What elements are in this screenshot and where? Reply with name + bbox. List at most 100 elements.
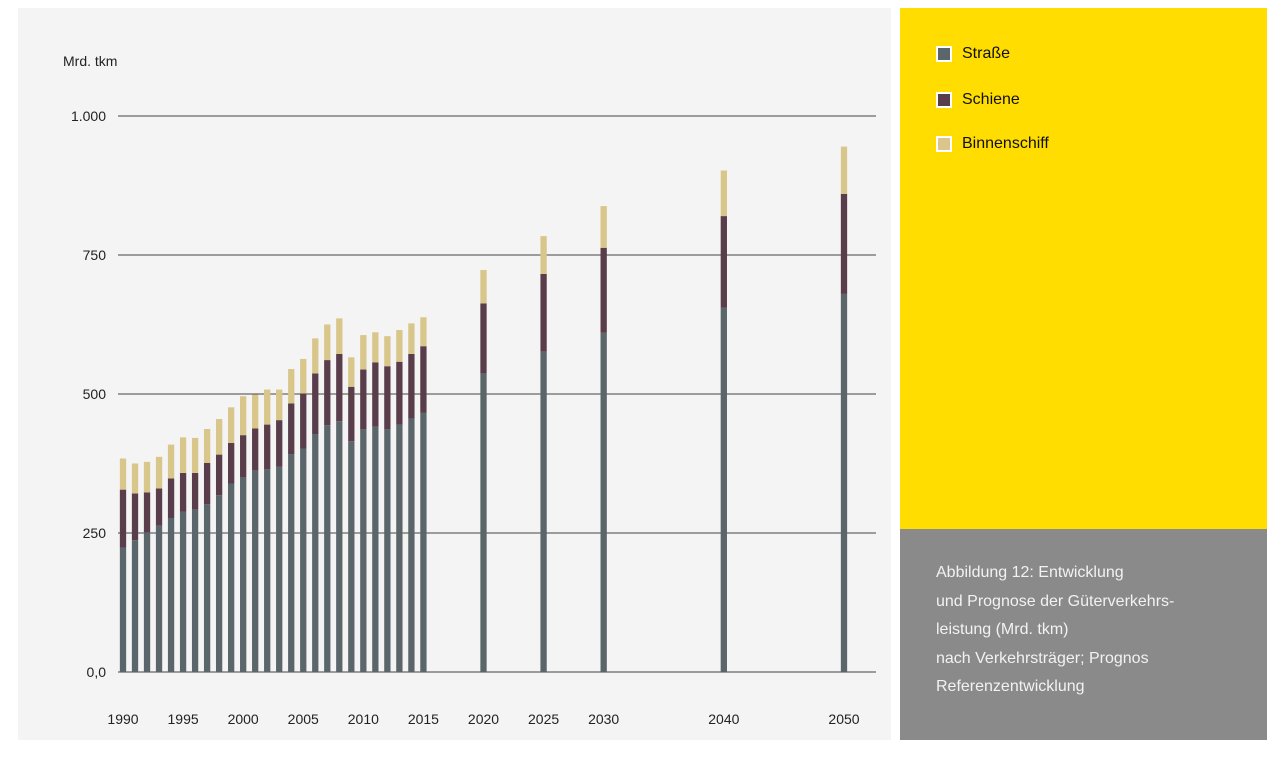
bar-segment: [215, 419, 223, 455]
bar-segment: [264, 469, 271, 672]
bar-segment: [480, 373, 487, 672]
legend-swatch-binnenschiff: [936, 136, 952, 152]
bar-stack-1991: [131, 463, 139, 672]
bar-stack-1998: [215, 419, 223, 672]
bar-segment: [240, 396, 247, 436]
bar-stack-2011: [372, 332, 379, 672]
bar-stack-2004: [288, 368, 295, 672]
bar-segment: [203, 429, 211, 463]
legend-panel: Straße Schiene Binnenschiff: [900, 8, 1267, 529]
bar-segment: [420, 412, 427, 672]
x-tick-label: 2030: [588, 711, 619, 727]
y-tick-label: 750: [83, 247, 107, 263]
bar-stack-2009: [348, 357, 355, 672]
bar-segment: [228, 483, 235, 672]
bar-stack-1999: [228, 407, 235, 672]
bar-segment: [155, 488, 163, 526]
bar-segment: [119, 458, 127, 490]
bar-segment: [131, 463, 139, 494]
bar-segment: [215, 454, 223, 496]
bar-segment: [396, 424, 403, 672]
bar-stack-2005: [300, 358, 307, 672]
bar-segment: [324, 324, 331, 361]
bar-stack-2012: [384, 336, 391, 672]
bar-stack-2002: [264, 389, 271, 672]
x-tick-label: 2050: [828, 711, 859, 727]
legend-item-binnenschiff: Binnenschiff: [936, 133, 1049, 155]
bar-segment: [540, 236, 547, 274]
bar-segment: [191, 437, 199, 473]
bar-stack-2015: [420, 317, 427, 672]
bar-segment: [348, 357, 355, 387]
caption-line: und Prognose der Güterverkehrs-: [936, 592, 1175, 610]
x-tick-labels: 1990 1995 2000 2005 2010 2015 2020 2025 2030 2040…: [107, 711, 859, 727]
legend-label-binnenschiff: Binnenschiff: [962, 135, 1049, 152]
bar-segment: [360, 369, 367, 430]
bar-stack-2014: [408, 323, 415, 672]
x-tick-label: 1995: [168, 711, 199, 727]
bar-segment: [840, 293, 848, 672]
bar-segment: [167, 444, 175, 479]
bar-stack-1997: [203, 429, 211, 672]
bar-segment: [300, 358, 307, 394]
chart-panel: Mrd. tkm 0,0 250 500 750 1.000 1990 1995 2000 2…: [18, 8, 891, 740]
bar-segment: [600, 332, 607, 672]
bar-segment: [203, 462, 211, 505]
bar-segment: [408, 353, 415, 419]
bar-segment: [288, 403, 295, 455]
bar-segment: [252, 470, 259, 672]
bar-segment: [119, 489, 127, 548]
bar-segment: [396, 330, 403, 362]
bar-stack-2001: [252, 394, 259, 672]
bar-stack-1993: [155, 456, 163, 672]
bar-segment: [300, 448, 307, 672]
bar-segment: [348, 441, 355, 672]
bar-segment: [324, 360, 331, 426]
bar-segment: [312, 338, 319, 374]
bar-segment: [167, 517, 175, 672]
bar-stack-2010: [360, 335, 367, 672]
bar-stack-2006: [312, 338, 319, 672]
bar-segment: [480, 303, 487, 374]
bar-segment: [179, 437, 187, 473]
bar-segment: [252, 428, 259, 471]
y-tick-labels: 0,0 250 500 750 1.000: [71, 108, 106, 680]
bar-segment: [167, 478, 175, 518]
bar-segment: [240, 477, 247, 672]
bar-segment: [372, 362, 379, 427]
bar-stack-2013: [396, 330, 403, 672]
legend-item-schiene: Schiene: [936, 89, 1020, 111]
bar-stack-2007: [324, 324, 331, 672]
bar-segment: [143, 532, 151, 672]
bar-segment: [155, 525, 163, 672]
bar-segment: [396, 361, 403, 425]
bar-segment: [215, 495, 223, 672]
bar-segment: [600, 206, 607, 248]
x-tick-label: 2020: [468, 711, 499, 727]
y-tick-label: 1.000: [71, 108, 106, 124]
x-tick-label: 2025: [528, 711, 559, 727]
bar-stack-1992: [143, 461, 151, 672]
x-tick-label: 2040: [708, 711, 739, 727]
bar-stack-2008: [336, 318, 343, 672]
y-axis-title: Mrd. tkm: [63, 53, 117, 69]
x-tick-label: 1990: [107, 711, 138, 727]
bar-segment: [324, 425, 331, 672]
bar-stack-2030: [600, 206, 607, 672]
bar-segment: [276, 420, 283, 467]
bar-segment: [240, 435, 247, 478]
bar-segment: [384, 336, 391, 367]
caption-line: Abbildung 12: Entwicklung: [936, 564, 1124, 581]
y-tick-label: 0,0: [87, 664, 107, 680]
bar-segment: [203, 504, 211, 672]
bar-segment: [276, 466, 283, 672]
x-tick-label: 2015: [408, 711, 439, 727]
bar-segment: [360, 429, 367, 672]
caption-panel: Abbildung 12: Entwicklung und Prognose d…: [900, 529, 1267, 740]
legend-item-strasse: Straße: [936, 43, 1010, 65]
bar-stack-2000: [240, 396, 247, 672]
caption-line: Referenzentwicklung: [936, 678, 1085, 695]
bar-segment: [191, 509, 199, 672]
bar-segment: [264, 424, 271, 470]
bar-segment: [540, 351, 547, 672]
